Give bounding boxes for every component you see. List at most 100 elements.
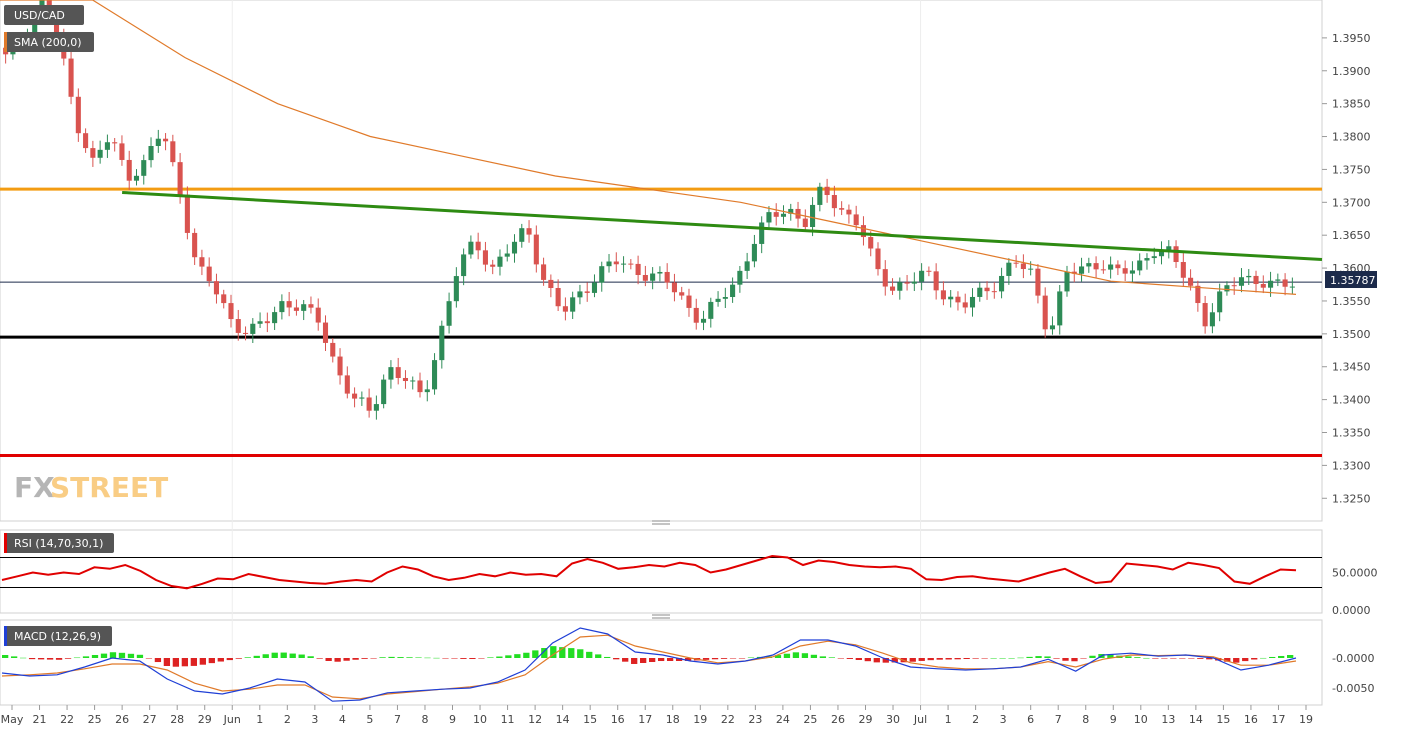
candle-body xyxy=(1268,280,1274,288)
candle-body xyxy=(453,276,459,302)
candle-body xyxy=(1079,266,1085,274)
candle-body xyxy=(1129,270,1135,274)
macd-histogram-bar xyxy=(172,658,180,667)
candle-body xyxy=(1173,246,1179,263)
x-tick-label: 5 xyxy=(366,713,373,726)
macd-histogram-bar xyxy=(864,658,871,662)
macd-histogram-bar xyxy=(568,648,575,658)
macd-histogram-bar xyxy=(675,658,683,661)
candle-body xyxy=(53,20,60,35)
macd-histogram-bar xyxy=(100,653,108,658)
candle-body xyxy=(301,304,307,311)
candle-body xyxy=(788,208,794,214)
macd-histogram-bar xyxy=(918,658,925,661)
macd-histogram-bar xyxy=(819,656,827,658)
sma-label[interactable]: SMA (200,0) xyxy=(4,32,94,52)
macd-histogram-bar xyxy=(244,657,251,658)
price-tick-label: 1.3850 xyxy=(1332,98,1371,111)
last-price-tag: 1.35787 xyxy=(1325,271,1377,288)
macd-histogram-bar xyxy=(711,658,719,660)
candle-body xyxy=(170,141,176,163)
candle-body xyxy=(693,307,699,323)
x-tick-label: 17 xyxy=(638,713,652,726)
macd-histogram-bar xyxy=(19,657,27,659)
macd-histogram-bar xyxy=(289,653,296,658)
fxstreet-logo: FX STREET xyxy=(14,471,168,504)
macd-histogram-bar xyxy=(109,652,117,658)
candle-body xyxy=(889,286,896,291)
candle-body xyxy=(875,248,881,270)
x-tick-label: 2 xyxy=(284,713,291,726)
candle-body xyxy=(1071,271,1077,274)
macd-histogram-bar xyxy=(262,654,269,658)
macd-label[interactable]: MACD (12,26,9) xyxy=(4,626,112,646)
macd-histogram-bar xyxy=(622,658,629,662)
candle-body xyxy=(1202,303,1208,327)
candle-body xyxy=(490,264,496,267)
macd-tick-label: -0.0000 xyxy=(1332,652,1374,665)
macd-histogram-bar xyxy=(1287,655,1294,658)
candle-body xyxy=(279,301,285,313)
macd-histogram-bar xyxy=(927,658,934,661)
candle-body xyxy=(1137,260,1143,271)
x-tick-label: 19 xyxy=(1299,713,1313,726)
candle-body xyxy=(715,298,721,302)
macd-histogram-bar xyxy=(73,657,81,659)
macd-histogram-bar xyxy=(190,658,197,666)
panel-splitter-1[interactable] xyxy=(652,520,670,525)
x-tick-label: 3 xyxy=(311,713,318,726)
candle-body xyxy=(1238,277,1245,286)
macd-histogram-bar xyxy=(1251,658,1258,660)
candle-body xyxy=(352,393,358,399)
rsi-label[interactable]: RSI (14,70,30,1) xyxy=(4,533,114,553)
macd-histogram-bar xyxy=(118,652,126,658)
macd-histogram-bar xyxy=(936,658,943,660)
candle-body xyxy=(1231,285,1237,287)
x-tick-label: 24 xyxy=(776,713,790,726)
candle-body xyxy=(242,332,249,334)
candle-body xyxy=(75,96,81,134)
price-tick-label: 1.3500 xyxy=(1332,328,1371,341)
x-tick-label: 11 xyxy=(501,713,515,726)
candle-body xyxy=(359,397,365,399)
candle-body xyxy=(671,282,677,293)
macd-histogram-bar xyxy=(154,658,162,663)
price-tick-label: 1.3300 xyxy=(1332,459,1371,472)
macd-histogram-bar xyxy=(406,657,413,658)
macd-histogram-bar xyxy=(640,658,647,663)
candle-body xyxy=(533,234,539,265)
macd-histogram-bar xyxy=(217,658,224,662)
last-price-text: 1.35787 xyxy=(1330,274,1376,287)
macd-histogram-bar xyxy=(253,655,260,658)
panel-splitter-2[interactable] xyxy=(652,614,670,619)
trend-layer xyxy=(122,190,1323,262)
macd-histogram-bar xyxy=(684,658,692,661)
x-tick-label: 16 xyxy=(611,713,625,726)
candle-body xyxy=(999,275,1005,292)
macd-histogram-bar xyxy=(370,658,377,659)
candle-body xyxy=(1180,262,1186,278)
candle-body xyxy=(1108,264,1114,270)
macd-histogram-bar xyxy=(792,652,800,658)
candle-body xyxy=(366,397,372,411)
macd-histogram-bar xyxy=(729,658,737,659)
x-tick-label: 15 xyxy=(583,713,597,726)
macd-histogram-bar xyxy=(846,658,853,659)
candle-body xyxy=(163,138,169,142)
macd-panel xyxy=(0,619,1323,706)
candle-body xyxy=(1144,258,1150,261)
macd-histogram-bar xyxy=(990,658,997,659)
macd-histogram-bar xyxy=(801,653,809,658)
candle-body xyxy=(293,307,299,311)
macd-histogram-bar xyxy=(1170,658,1177,659)
candle-body xyxy=(882,269,888,287)
candle-body xyxy=(155,138,161,147)
x-tick-label: 27 xyxy=(143,713,157,726)
x-tick-label: 22 xyxy=(60,713,74,726)
candle-body xyxy=(1246,275,1252,278)
macd-histogram-bar xyxy=(657,658,665,662)
x-tick-label: 10 xyxy=(473,713,487,726)
macd-histogram-bar xyxy=(1035,656,1042,658)
symbol-label[interactable]: USD/CAD xyxy=(4,5,84,25)
